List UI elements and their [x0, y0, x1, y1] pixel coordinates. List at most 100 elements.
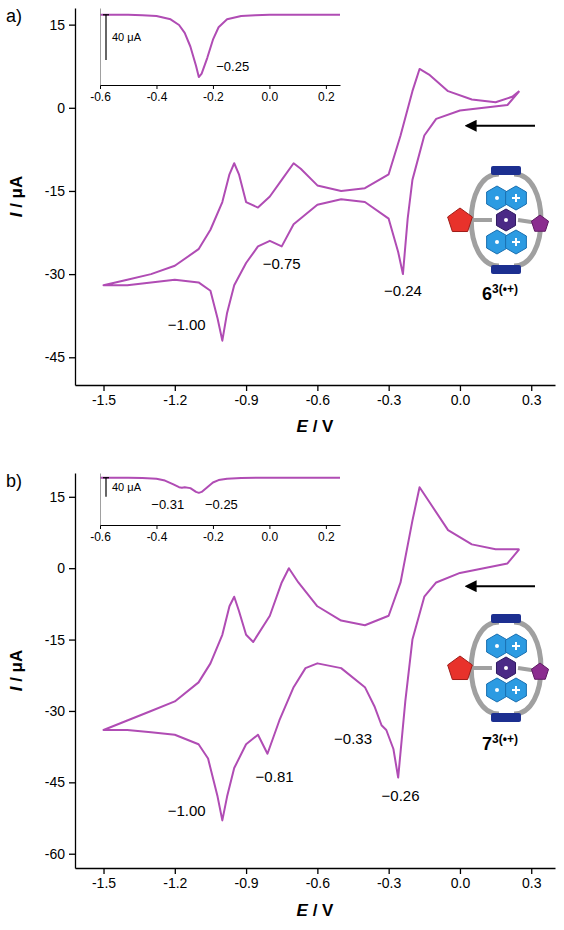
axis-line: [101, 85, 341, 86]
plot-lines: [104, 487, 520, 820]
cv-curve: [104, 69, 520, 341]
hexagon: [487, 186, 508, 210]
tick: 0: [57, 100, 75, 116]
tick-label: -0.4: [147, 530, 168, 544]
axis-title: E / V: [297, 901, 335, 920]
tick: -0.6: [306, 868, 330, 891]
annotation: −0.26: [382, 787, 420, 804]
tick-label: 0: [57, 560, 65, 576]
tick-mark: [269, 525, 270, 529]
cap: [491, 713, 521, 722]
charge-sign: [512, 238, 520, 246]
tick-mark: [246, 868, 247, 874]
axis-line: [76, 868, 556, 869]
tick-mark: [69, 639, 75, 640]
tick: -0.3: [377, 385, 401, 408]
tick-label: -0.6: [90, 90, 111, 104]
tick: 0.3: [522, 385, 542, 408]
plot-lines: [100, 478, 340, 493]
tick-mark: [69, 568, 75, 569]
tick-mark: [69, 711, 75, 712]
tick: -45: [45, 774, 75, 790]
tick-mark: [317, 868, 318, 874]
tick-label: 0.3: [522, 392, 542, 408]
tick-label: -0.3: [377, 875, 401, 891]
tick-mark: [175, 385, 176, 391]
tick: -0.6: [90, 525, 111, 544]
pentagon: [531, 215, 548, 231]
tick: -15: [45, 183, 75, 199]
cv-curve: [100, 15, 340, 77]
axis-line: [75, 9, 76, 386]
radical-dot: [495, 196, 499, 200]
axis: -0.6-0.4-0.20.00.2: [90, 525, 340, 544]
plot-lines: [104, 69, 520, 341]
radical-dot: [504, 666, 508, 670]
tick-label: 0.3: [522, 875, 542, 891]
tick-mark: [389, 868, 390, 874]
tick: -60: [45, 846, 75, 862]
annotation: −0.25: [205, 497, 238, 512]
axis: -1.5-1.2-0.9-0.6-0.30.00.3: [76, 868, 556, 891]
tick: -0.6: [306, 385, 330, 408]
tick-mark: [69, 108, 75, 109]
pentagon: [531, 663, 548, 679]
tick-mark: [103, 868, 104, 874]
tick-label: -1.2: [163, 875, 187, 891]
tick-label: -0.4: [147, 90, 168, 104]
annotation: −0.81: [256, 768, 294, 785]
tick-label: -0.6: [90, 530, 111, 544]
tick-label: 0.2: [318, 90, 335, 104]
tick: 0.0: [451, 868, 471, 891]
compound-charge: 3(•+): [492, 732, 518, 746]
tick-mark: [213, 85, 214, 89]
radical-dot: [495, 240, 499, 244]
tick: -0.9: [235, 385, 259, 408]
tick-label: 0.0: [451, 392, 471, 408]
axis-title: I / μA: [7, 176, 26, 218]
scale-bar-cap: [103, 14, 109, 15]
tick: 0.2: [318, 525, 335, 544]
axis-line: [75, 474, 76, 869]
tick-mark: [103, 385, 104, 391]
scale-bar-label: 40 μA: [112, 31, 142, 43]
scan-arrow: [467, 585, 535, 587]
tick: 0.0: [262, 85, 279, 104]
compound-label: 73(•+): [482, 732, 518, 754]
plot-lines: [100, 15, 340, 77]
tick-label: -0.6: [306, 392, 330, 408]
annotation: −1.00: [168, 802, 206, 819]
axis: [100, 474, 101, 526]
tick: -1.5: [92, 868, 116, 891]
tick-label: 0.0: [262, 530, 279, 544]
tick-mark: [213, 525, 214, 529]
hexagon: [487, 678, 508, 702]
tick-label: 0: [57, 100, 65, 116]
tick-mark: [269, 85, 270, 89]
tick-label: 0.0: [262, 90, 279, 104]
hexagon: [506, 678, 527, 702]
hexagon: [487, 230, 508, 254]
compound-label: 63(•+): [482, 282, 518, 304]
axis-line: [100, 9, 101, 86]
scale-bar-label: 40 μA: [112, 481, 142, 493]
tick: 15: [49, 17, 75, 33]
compound-charge: 3(•+): [492, 282, 518, 296]
tick-label: -15: [45, 632, 65, 648]
tick-mark: [69, 782, 75, 783]
molecule-cartoon: [448, 614, 549, 722]
tick-mark: [175, 868, 176, 874]
tick: -15: [45, 632, 75, 648]
tick-mark: [100, 85, 101, 89]
axis-line: [100, 474, 101, 526]
tick: 0.2: [318, 85, 335, 104]
axis: -1.5-1.2-0.9-0.6-0.30.00.3: [76, 385, 556, 408]
annotation: −0.75: [263, 255, 301, 272]
tick: -0.4: [147, 85, 168, 104]
cap: [491, 166, 521, 175]
tick-label: -45: [45, 774, 65, 790]
axis-line: [76, 385, 556, 386]
tick-mark: [69, 191, 75, 192]
tick: -45: [45, 349, 75, 365]
annotation: −0.24: [384, 282, 422, 299]
